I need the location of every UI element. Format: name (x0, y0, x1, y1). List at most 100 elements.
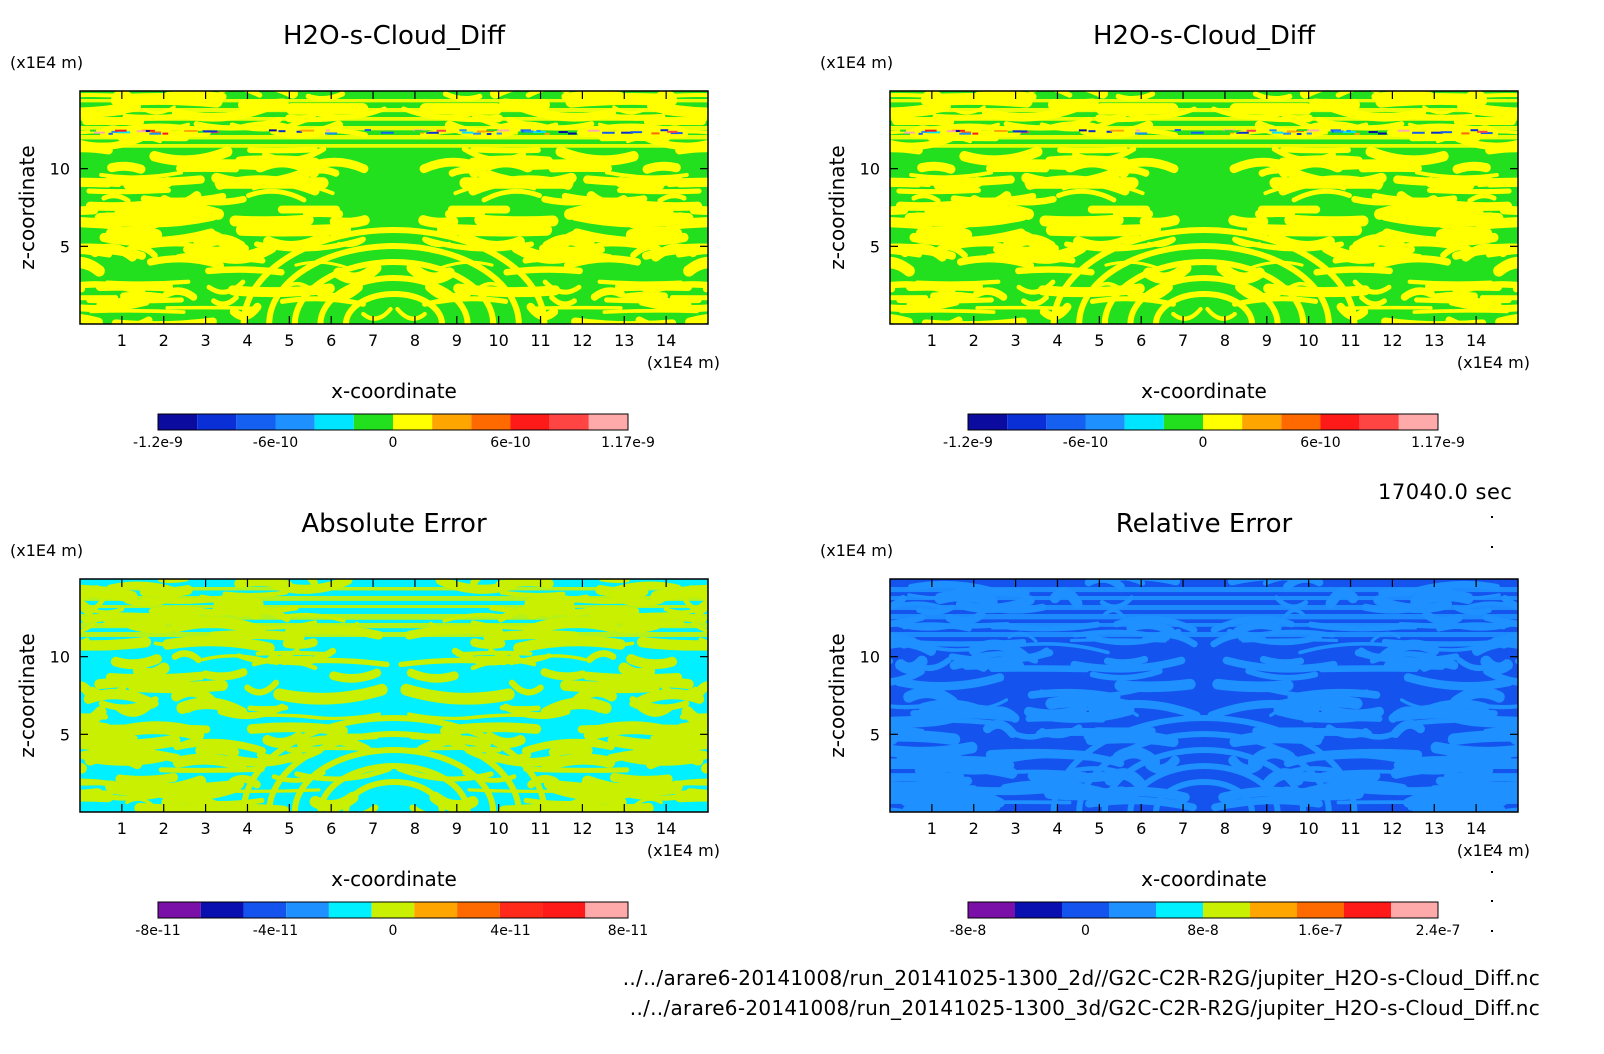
x-tick-label: 2 (159, 331, 169, 350)
x-tick-label: 10 (488, 331, 508, 350)
colorbar-swatch (286, 902, 329, 918)
x-tick-label: 4 (242, 819, 252, 838)
colorbar-swatch (1007, 414, 1047, 430)
x-tick-label: 4 (1052, 819, 1062, 838)
x-tick-label: 11 (1340, 331, 1360, 350)
colorbar-swatch (371, 902, 415, 918)
x-tick-label: 5 (284, 819, 294, 838)
file-path-3d: ../../arare6-20141008/run_20141025-1300_… (629, 996, 1540, 1020)
y-axis-unit: (x1E4 m) (820, 53, 893, 72)
x-tick-label: 11 (530, 819, 550, 838)
colorbar-label: 8e-8 (1187, 923, 1218, 939)
x-tick-label: 6 (1136, 819, 1146, 838)
colorbar-label: 0 (1081, 923, 1090, 939)
colorbar-swatch (588, 414, 628, 430)
colorbar-swatch (585, 902, 628, 918)
x-tick-label: 14 (1466, 819, 1486, 838)
heatmap-field (80, 91, 708, 324)
decor-dot (1491, 930, 1493, 932)
colorbar-label: 2.4e-7 (1416, 923, 1461, 939)
y-tick-label: 5 (870, 237, 880, 256)
x-tick-label: 14 (1466, 331, 1486, 350)
colorbar-label: 0 (1199, 435, 1208, 451)
plot-frame (79, 578, 709, 813)
colorbar-label: -1.2e-9 (943, 435, 993, 451)
chart-title: H2O-s-Cloud_Diff (283, 21, 506, 51)
colorbar-swatch (510, 414, 550, 430)
colorbar-label: 1.17e-9 (1411, 435, 1465, 451)
x-tick-label: 14 (656, 819, 676, 838)
colorbar-label: 0 (389, 435, 398, 451)
x-tick-label: 5 (1094, 331, 1104, 350)
chart-panel-diff-3d: H2O-s-Cloud_Diff (x1E4 m) 1 2 3 4 5 6 7 8 9 10 11 12 1… (810, 0, 1600, 470)
x-tick-label: 7 (368, 819, 378, 838)
x-tick-label: 9 (1262, 819, 1272, 838)
colorbar-swatch (1344, 902, 1391, 918)
colorbar-swatch (1281, 414, 1321, 430)
colorbar-swatch (1062, 902, 1109, 918)
x-axis-label: x-coordinate (331, 867, 457, 891)
x-tick-label: 4 (1052, 331, 1062, 350)
colorbar-swatch (353, 414, 393, 430)
x-tick-label: 13 (1424, 331, 1444, 350)
x-tick-label: 12 (572, 331, 592, 350)
chart-title: H2O-s-Cloud_Diff (1093, 21, 1316, 51)
colorbar-swatch (542, 902, 586, 918)
x-tick-label: 1 (117, 819, 127, 838)
x-axis-unit: (x1E4 m) (647, 353, 720, 372)
x-tick-label: 3 (201, 819, 211, 838)
plot-frame (79, 90, 709, 325)
x-tick-label: 13 (1424, 819, 1444, 838)
colorbar-swatch (1203, 414, 1243, 430)
y-tick-label: 10 (50, 648, 70, 667)
colorbar-swatch (1085, 414, 1125, 430)
x-tick-label: 3 (201, 331, 211, 350)
colorbar-swatch (1242, 414, 1282, 430)
x-tick-label: 8 (410, 819, 420, 838)
heatmap-field (80, 579, 708, 812)
x-tick-label: 9 (1262, 331, 1272, 350)
colorbar-swatch (968, 902, 1015, 918)
colorbar-swatch (432, 414, 472, 430)
x-tick-label: 12 (1382, 819, 1402, 838)
y-tick-label: 10 (50, 160, 70, 179)
colorbar-swatch (1297, 902, 1344, 918)
x-axis-label: x-coordinate (1141, 379, 1267, 403)
colorbar-swatch (1359, 414, 1399, 430)
y-axis-unit: (x1E4 m) (820, 541, 893, 560)
colorbar-swatch (1156, 902, 1203, 918)
colorbar-swatch (968, 414, 1008, 430)
y-tick-label: 5 (870, 725, 880, 744)
y-axis-unit: (x1E4 m) (10, 541, 83, 560)
x-tick-label: 6 (326, 331, 336, 350)
colorbar-swatch (393, 414, 433, 430)
colorbar-label: -6e-10 (253, 435, 298, 451)
colorbar-swatch (1109, 902, 1156, 918)
x-tick-label: 1 (927, 331, 937, 350)
x-tick-label: 10 (488, 819, 508, 838)
y-axis-unit: (x1E4 m) (10, 53, 83, 72)
colorbar-label: -8e-8 (950, 923, 987, 939)
y-tick-label: 5 (60, 725, 70, 744)
colorbar-label: 6e-10 (490, 435, 530, 451)
colorbar-swatch (1250, 902, 1297, 918)
colorbar-swatch (1320, 414, 1360, 430)
plot-frame (889, 578, 1519, 813)
colorbar-swatch (197, 414, 237, 430)
colorbar-swatch (236, 414, 276, 430)
x-tick-label: 1 (927, 819, 937, 838)
colorbar-swatch (457, 902, 500, 918)
x-tick-label: 5 (284, 331, 294, 350)
colorbar-frame (157, 901, 629, 919)
colorbar-label: 0 (389, 923, 398, 939)
chart-panel-diff-2d: H2O-s-Cloud_Diff (x1E4 m) 1 2 3 4 5 6 7 8 9 10 11 12 1… (0, 0, 790, 470)
colorbar-swatch (414, 902, 458, 918)
colorbar-swatch (1163, 414, 1203, 430)
x-tick-label: 5 (1094, 819, 1104, 838)
x-tick-label: 10 (1298, 331, 1318, 350)
decor-dot (1491, 871, 1493, 873)
chart-title: Absolute Error (301, 509, 487, 539)
chart-title: Relative Error (1116, 509, 1293, 539)
x-tick-label: 11 (1340, 819, 1360, 838)
colorbar-label: 4e-11 (490, 923, 530, 939)
